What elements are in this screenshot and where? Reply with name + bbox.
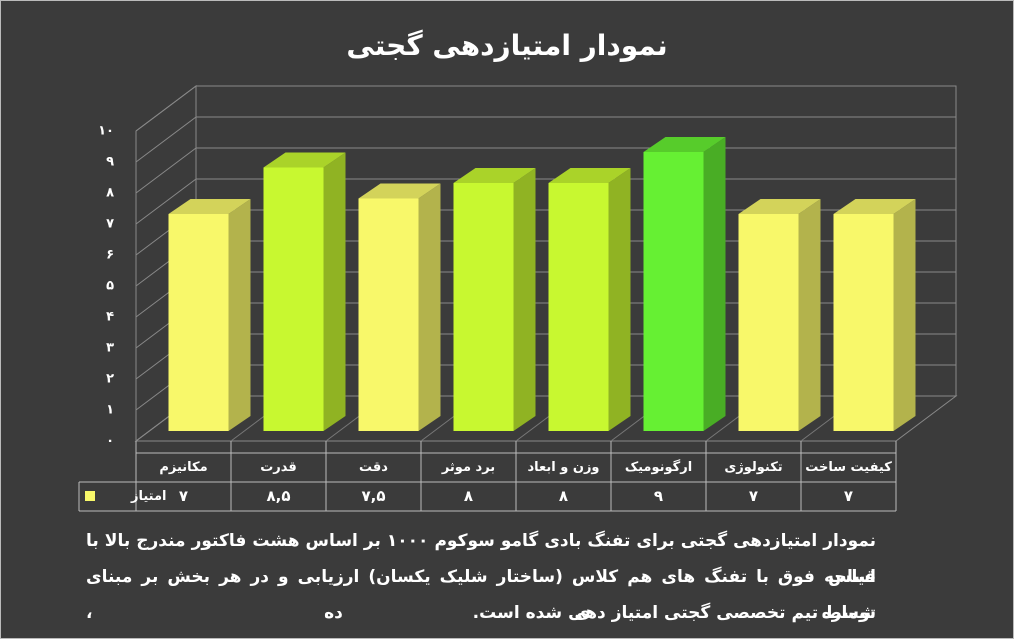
y-tick-label: ۷ (106, 217, 114, 232)
chart-title: نمودار امتیازدهی گجتی (346, 29, 667, 62)
y-tick-label: ۱ (106, 403, 114, 418)
x-tick-label: وزن و ابعاد (527, 460, 599, 475)
value-label: ۷,۵ (361, 487, 385, 505)
bar-top (738, 199, 821, 214)
value-label: ۸ (464, 487, 473, 505)
y-tick-label: ۸ (106, 186, 114, 201)
legend-label: امتیاز (130, 489, 166, 504)
caption-line: توسط تیم تخصصی گجتی امتیاز دهی شده است. (472, 603, 876, 623)
x-tick-label: تکنولوژی (724, 460, 782, 475)
y-tick-label: ۹ (106, 155, 114, 170)
bar-top (263, 152, 346, 168)
bar-top (548, 168, 631, 183)
bar (168, 214, 229, 431)
x-tick-label: قدرت (260, 460, 297, 475)
bar-side (608, 168, 631, 431)
value-label: ۷ (844, 487, 853, 505)
bar-side (228, 199, 251, 431)
value-label: ۸ (559, 487, 568, 505)
bar-side (703, 137, 726, 431)
value-label: ۷ (179, 487, 188, 505)
caption-line: اسلحه فوق با تفنگ های هم کلاس (ساختار شل… (86, 567, 876, 623)
bar (833, 214, 894, 431)
value-label: ۸,۵ (266, 487, 290, 505)
bar-top (358, 183, 441, 199)
bar-top (643, 137, 726, 152)
x-tick-label: ارگونومیک (625, 459, 692, 475)
legend-swatch (85, 491, 95, 501)
bar (358, 198, 419, 431)
y-tick-label: ۶ (106, 248, 114, 263)
x-tick-label: برد موثر (441, 460, 495, 475)
bar (453, 183, 514, 431)
y-tick-label: ۰ (106, 434, 114, 449)
bar-top (833, 199, 916, 214)
caption-line: نمودار امتیازدهی گجتی برای تفنگ بادی گام… (86, 531, 877, 587)
value-label: ۷ (749, 487, 758, 505)
x-tick-label: دقت (359, 460, 388, 475)
bar-side (513, 168, 536, 431)
caption: نمودار امتیازدهی گجتی برای تفنگ بادی گام… (86, 523, 876, 631)
grid-line (135, 116, 197, 163)
chart: نمودار امتیازدهی گجتی ۰ ۱ ۲ ۳ ۴ ۵ ۶ ۷ ۸ ۹ ۱۰ امتیاز… (78, 29, 958, 512)
bar-side (323, 152, 346, 431)
bar-top (168, 199, 251, 214)
grid-line (135, 85, 197, 132)
y-tick-label: ۲ (106, 372, 114, 387)
y-tick-label: ۵ (106, 279, 114, 294)
y-tick-label: ۴ (106, 310, 114, 325)
x-tick-label: کیفیت ساخت (805, 460, 892, 475)
bar-side (798, 199, 821, 431)
x-tick-label: مکانیزم (159, 460, 207, 475)
bar-side (418, 183, 441, 431)
bar (643, 152, 704, 431)
bar-side (893, 199, 916, 431)
y-tick-label: ۱۰ (98, 124, 114, 139)
y-tick-label: ۳ (106, 341, 114, 356)
bar-top (453, 168, 536, 183)
bar (263, 167, 324, 431)
value-label: ۹ (654, 487, 663, 505)
bar (738, 214, 799, 431)
grid-line (135, 178, 197, 225)
grid-line (135, 147, 197, 194)
bar (548, 183, 609, 431)
